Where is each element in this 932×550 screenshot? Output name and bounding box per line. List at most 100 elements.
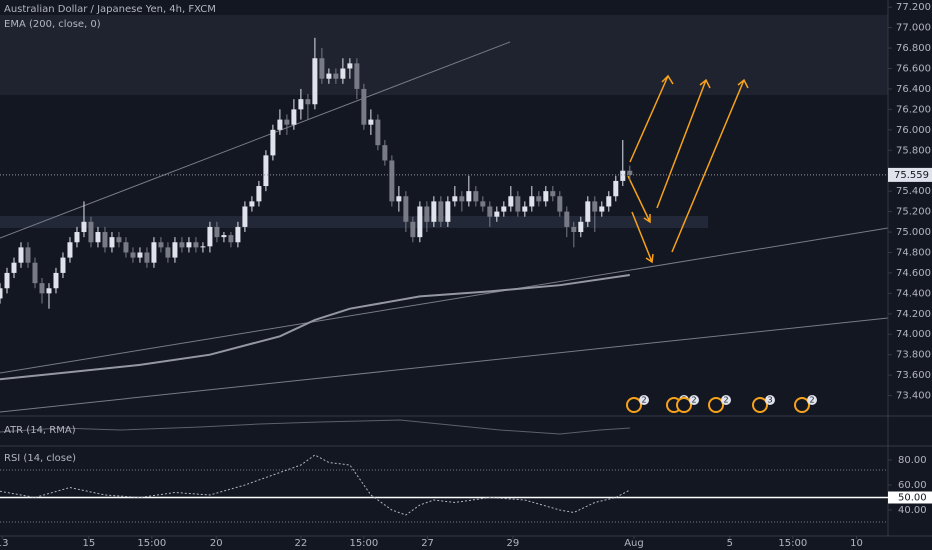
x-tick-label: 20 bbox=[210, 538, 223, 549]
candle-body bbox=[270, 129, 276, 156]
candle-body bbox=[88, 221, 94, 243]
x-tick-label: 15 bbox=[83, 538, 96, 549]
candle-body bbox=[340, 68, 346, 79]
candle-body bbox=[473, 191, 479, 202]
event-count: 2 bbox=[641, 396, 646, 405]
rsi-tick-label: 40.00 bbox=[898, 505, 927, 516]
y-tick-label: 74.400 bbox=[896, 288, 931, 299]
candle-body bbox=[158, 242, 164, 248]
x-tick-label: 13 bbox=[0, 538, 8, 549]
event-count: 2 bbox=[809, 396, 814, 405]
y-tick-label: 75.000 bbox=[896, 227, 931, 238]
y-tick-label: 76.800 bbox=[896, 43, 931, 54]
candle-body bbox=[431, 201, 437, 222]
x-tick-label: 29 bbox=[507, 538, 520, 549]
rsi-tick-label: 80.00 bbox=[898, 455, 927, 466]
candle-body bbox=[585, 201, 591, 222]
candle-body bbox=[130, 252, 136, 258]
y-tick-label: 74.800 bbox=[896, 247, 931, 258]
rsi-legend: RSI (14, close) bbox=[4, 453, 76, 464]
candle-body bbox=[277, 119, 283, 130]
event-icon bbox=[626, 397, 642, 413]
y-tick-label: 75.200 bbox=[896, 207, 931, 218]
last-price-label: 75.559 bbox=[894, 170, 929, 181]
candle-body bbox=[102, 232, 108, 248]
x-tick-label: 15:00 bbox=[778, 538, 807, 549]
candle-body bbox=[151, 242, 157, 263]
candle-body bbox=[389, 160, 395, 202]
candle-body bbox=[564, 211, 570, 227]
event-badge bbox=[639, 395, 649, 405]
candle-body bbox=[39, 283, 45, 294]
candle-body bbox=[305, 99, 311, 105]
candle-body bbox=[81, 221, 87, 233]
candle-body bbox=[326, 73, 332, 79]
x-tick-label: 27 bbox=[421, 538, 434, 549]
event-badge bbox=[807, 395, 817, 405]
event-badge bbox=[765, 395, 775, 405]
candle-body bbox=[396, 196, 402, 202]
event-badge bbox=[721, 395, 731, 405]
candle-body bbox=[193, 242, 199, 248]
candle-body bbox=[543, 191, 549, 202]
candle-body bbox=[284, 119, 290, 125]
y-tick-label: 76.200 bbox=[896, 104, 931, 115]
candle-body bbox=[109, 237, 115, 248]
x-tick-label: 15:00 bbox=[137, 538, 166, 549]
event-icon bbox=[794, 397, 810, 413]
candle-body bbox=[333, 73, 339, 79]
candle-body bbox=[522, 206, 528, 212]
candle-body bbox=[4, 272, 10, 289]
candle-body bbox=[67, 242, 73, 258]
candle-body bbox=[536, 196, 542, 202]
candle-body bbox=[627, 170, 633, 175]
candle-body bbox=[144, 252, 150, 263]
candle-body bbox=[571, 226, 577, 233]
y-tick-label: 76.400 bbox=[896, 84, 931, 95]
candle-body bbox=[137, 252, 143, 258]
rsi-level-box bbox=[888, 491, 932, 504]
y-tick-label: 73.400 bbox=[896, 391, 931, 402]
candle-body bbox=[550, 191, 556, 197]
candle-body bbox=[95, 232, 101, 243]
candle-body bbox=[480, 201, 486, 207]
rsi-tick-label: 60.00 bbox=[898, 480, 927, 491]
candle-body bbox=[354, 63, 360, 89]
candle-body bbox=[0, 288, 3, 299]
event-badge bbox=[689, 395, 699, 405]
candle-body bbox=[368, 119, 374, 125]
candle-body bbox=[228, 235, 234, 243]
candle-body bbox=[207, 226, 213, 247]
candle-body bbox=[452, 196, 458, 202]
y-tick-label: 73.800 bbox=[896, 350, 931, 361]
candle-body bbox=[466, 191, 472, 202]
candle-body bbox=[221, 235, 227, 238]
y-tick-label: 76.600 bbox=[896, 63, 931, 74]
candle-body bbox=[459, 196, 465, 202]
event-icon bbox=[708, 397, 724, 413]
y-tick-label: 73.600 bbox=[896, 370, 931, 381]
candle-body bbox=[165, 247, 171, 258]
candle-body bbox=[347, 63, 353, 69]
candle-body bbox=[410, 221, 416, 238]
support-zone bbox=[0, 216, 708, 228]
candle-body bbox=[557, 196, 563, 212]
atr-legend: ATR (14, RMA) bbox=[4, 425, 76, 436]
candle-body bbox=[11, 262, 17, 273]
x-tick-label: 15:00 bbox=[349, 538, 378, 549]
candle-body bbox=[613, 180, 619, 197]
candle-body bbox=[417, 206, 423, 238]
candle-body bbox=[32, 262, 38, 284]
candle-body bbox=[424, 206, 430, 222]
candle-body bbox=[291, 109, 297, 125]
candle-body bbox=[445, 201, 451, 222]
candle-body bbox=[606, 196, 612, 207]
y-tick-label: 74.600 bbox=[896, 268, 931, 279]
x-tick-label: 5 bbox=[727, 538, 733, 549]
event-count: 3 bbox=[767, 396, 772, 405]
candle-body bbox=[172, 242, 178, 258]
event-count: 2 bbox=[723, 396, 728, 405]
candle-body bbox=[494, 211, 500, 217]
candle-body bbox=[74, 232, 80, 243]
